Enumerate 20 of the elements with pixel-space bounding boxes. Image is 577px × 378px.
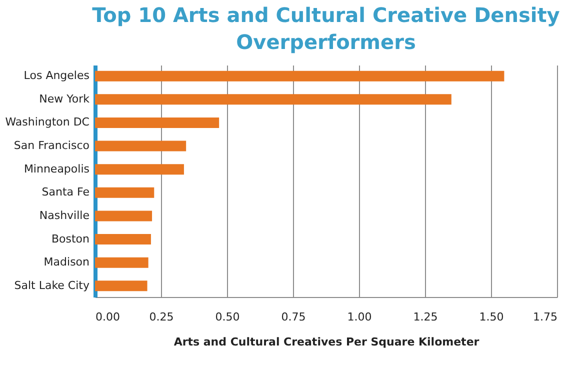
y-tick-label: New York — [39, 92, 90, 106]
x-tick-label: 0.75 — [281, 310, 306, 324]
y-tick-label: Los Angeles — [24, 69, 90, 82]
y-tick-label: Madison — [44, 256, 90, 269]
y-tick-label: Santa Fe — [42, 186, 90, 199]
y-tick-label: Minneapolis — [24, 162, 90, 176]
x-axis-title: Arts and Cultural Creatives Per Square Kilometer — [174, 336, 480, 348]
y-tick-label: San Francisco — [14, 139, 90, 152]
x-tick-label: 0.00 — [96, 310, 120, 324]
y-tick-label: Washington DC — [5, 116, 90, 129]
y-tick-label: Nashville — [39, 208, 90, 222]
x-tick-label: 1.75 — [533, 310, 558, 324]
chart-title: Top 10 Arts and Cultural Creative Density Overperformers — [92, 3, 560, 54]
x-tick-label: 1.50 — [479, 310, 504, 324]
y-tick-label: Boston — [51, 232, 90, 246]
x-tick-label: 0.25 — [149, 310, 174, 324]
x-tick-label: 1.25 — [413, 310, 438, 324]
y-tick-label: Salt Lake City — [14, 278, 90, 292]
x-tick-label: 1.00 — [347, 310, 372, 324]
x-tick-label: 0.50 — [215, 310, 240, 324]
